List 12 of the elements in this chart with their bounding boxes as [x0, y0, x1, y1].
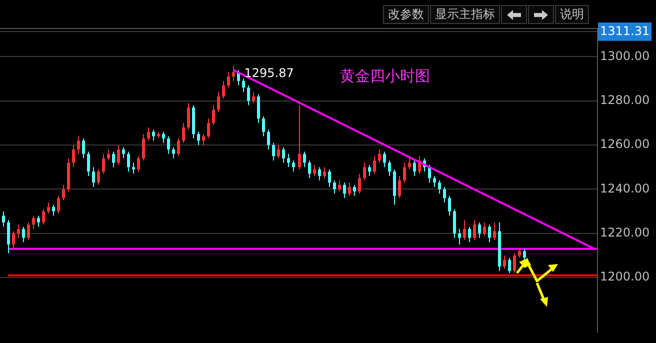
y-tick-label: 1300.00 — [600, 48, 650, 63]
y-tick-label: 1220.00 — [600, 226, 650, 240]
y-tick-label: 1280.00 — [600, 93, 650, 108]
y-tick-label: 1200.00 — [600, 270, 650, 284]
text: 改参数 — [383, 5, 429, 24]
text: 说明 — [555, 5, 589, 24]
annotation: 1295.87 — [244, 66, 294, 80]
y-tick-label: 1311.31 — [600, 24, 650, 38]
text: 显示主指标 — [430, 5, 500, 24]
text: 黄金四小时图 — [340, 66, 430, 85]
y-tick-label: 1260.00 — [600, 137, 650, 152]
y-tick-label: 1240.00 — [600, 181, 650, 196]
